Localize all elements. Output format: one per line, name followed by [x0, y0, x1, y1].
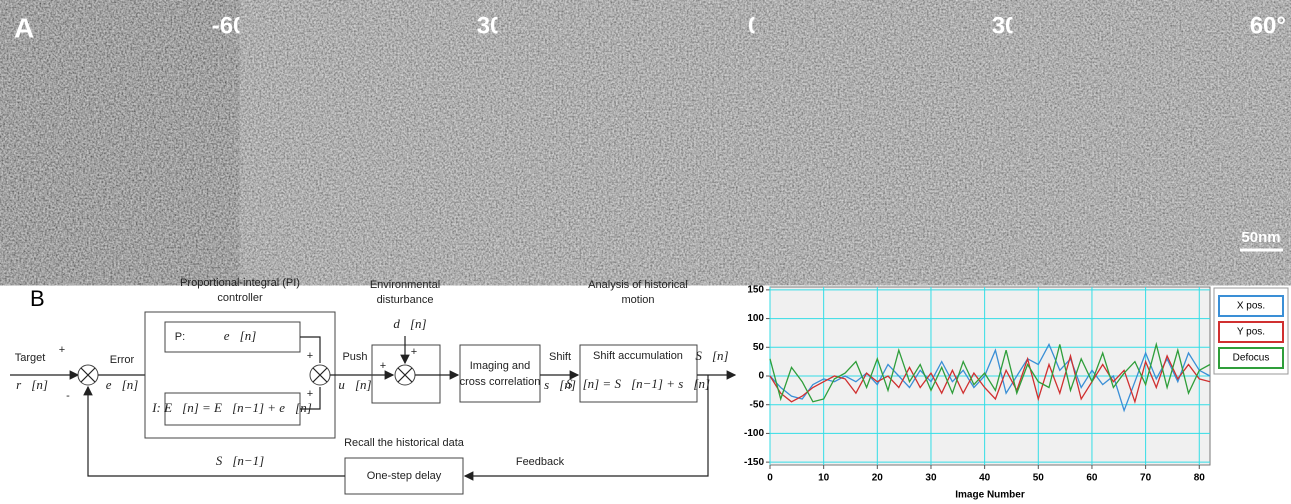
signal: u⃗[n]: [338, 377, 371, 392]
angle-label: -60°: [212, 12, 256, 39]
formula: S⃗[n] = S⃗[n−1] + s⃗[n]: [566, 376, 710, 391]
x-tick-label: 0: [767, 473, 773, 484]
sign: +: [307, 388, 313, 400]
x-axis-label: Image Number: [955, 490, 1025, 501]
angle-label: 0°: [748, 12, 771, 39]
label: Push: [342, 351, 367, 363]
x-tick-label: 30: [925, 473, 937, 484]
figure: -60° 30° 0° 30° 60° A 50nm B Target + r⃗[n] -…: [0, 0, 1291, 504]
label: One-step delay: [367, 470, 442, 482]
sign: -: [66, 390, 70, 402]
micrograph: [780, 5, 1032, 260]
title: Environmental: [370, 279, 440, 291]
title: motion: [621, 294, 654, 306]
x-tick-label: 70: [1140, 473, 1152, 484]
angle-label: 30°: [477, 12, 513, 39]
signal: S⃗[n−1]: [216, 453, 265, 468]
imaging-box: [460, 345, 540, 402]
title: disturbance: [377, 294, 434, 306]
signal: e⃗[n]: [224, 328, 257, 343]
panel-label: A: [14, 12, 34, 43]
signal: r⃗[n]: [16, 377, 48, 392]
y-tick-label: -50: [750, 399, 765, 410]
label: Target: [15, 352, 46, 364]
y-tick-label: -150: [744, 457, 764, 468]
x-tick-label: 10: [818, 473, 830, 484]
title: Analysis of historical: [588, 279, 688, 291]
title: Proportional-integral (PI): [180, 277, 300, 289]
legend-label: X pos.: [1237, 301, 1265, 312]
sign: +: [411, 346, 417, 358]
sign: +: [59, 344, 65, 356]
label: P:: [175, 331, 185, 343]
sign: +: [380, 360, 386, 372]
micrograph: [265, 5, 517, 260]
sign: +: [307, 350, 313, 362]
label: Imaging and: [470, 360, 531, 372]
micrograph: [8, 5, 260, 260]
y-tick-label: 0: [758, 371, 764, 382]
x-tick-label: 60: [1086, 473, 1098, 484]
panel-label: B: [30, 286, 45, 311]
label: Recall the historical data: [344, 437, 465, 449]
label: Shift: [549, 351, 571, 363]
y-tick-label: 100: [747, 313, 764, 324]
panel-a: -60° 30° 0° 30° 60°: [8, 5, 1290, 260]
title: controller: [217, 292, 263, 304]
scale-bar-label: 50nm: [1241, 229, 1280, 246]
x-tick-label: 80: [1194, 473, 1206, 484]
formula: I: E⃗[n] = E⃗[n−1] + e⃗[n]: [151, 400, 312, 415]
legend-label: Y pos.: [1237, 327, 1265, 338]
angle-label: 30°: [992, 12, 1028, 39]
x-tick-label: 20: [872, 473, 884, 484]
angle-label: 60°: [1250, 12, 1286, 39]
y-tick-label: -100: [744, 428, 764, 439]
micrograph: [523, 5, 775, 260]
signal: S⃗[n]: [695, 348, 728, 363]
label: Feedback: [516, 456, 565, 468]
y-tick-label: 150: [747, 285, 764, 296]
label: Shift accumulation: [593, 350, 683, 362]
micrograph: [1038, 5, 1290, 260]
x-tick-label: 40: [979, 473, 991, 484]
legend-label: Defocus: [1233, 353, 1270, 364]
label: Error: [110, 354, 135, 366]
y-tick-label: 50: [753, 342, 765, 353]
x-tick-label: 50: [1033, 473, 1045, 484]
signal: d⃗[n]: [393, 316, 426, 331]
label: cross correlation: [460, 376, 541, 388]
panel-b-diagram: B Target + r⃗[n] - Error e⃗[n] Proportio…: [10, 277, 735, 494]
signal: e⃗[n]: [106, 377, 139, 392]
